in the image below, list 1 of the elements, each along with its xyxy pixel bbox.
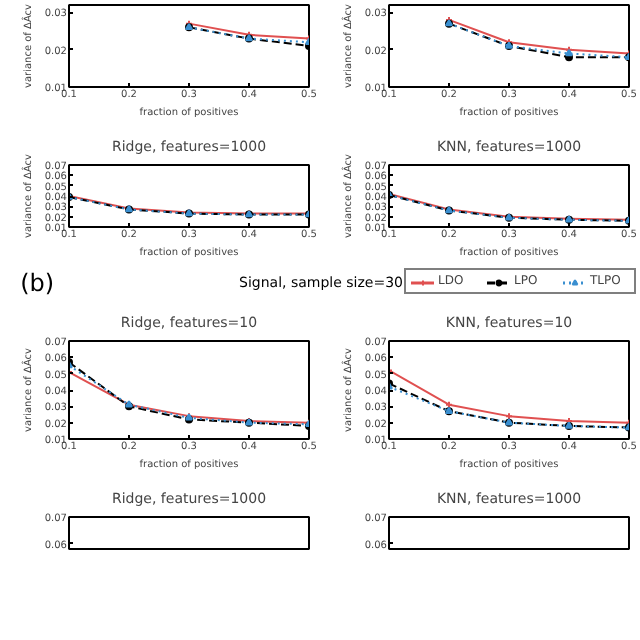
text: (b): [20, 269, 55, 297]
